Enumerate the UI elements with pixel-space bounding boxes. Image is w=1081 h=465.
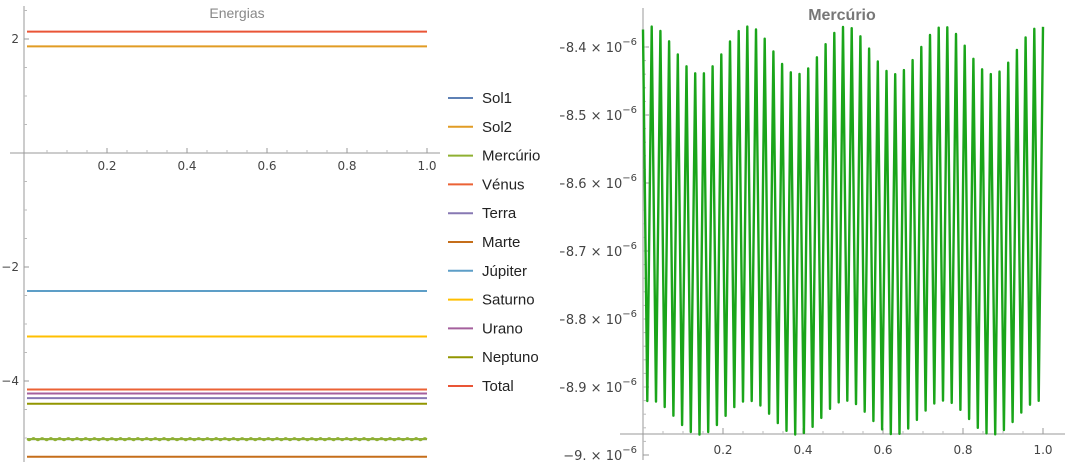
y-tick-label: −8.6 × 10−6 [560, 173, 637, 192]
x-tick-label: 0.2 [97, 159, 116, 173]
x-tick-label: 0.6 [873, 443, 892, 457]
legend-label: Mercúrio [482, 148, 540, 165]
legend-label: Total [482, 378, 514, 395]
y-tick-label: −8.7 × 10−6 [560, 241, 637, 260]
y-tick-label: 2 [11, 32, 19, 46]
legend-label: Neptuno [482, 349, 539, 366]
x-tick-label: 0.8 [953, 443, 972, 457]
legend-label: Sol2 [482, 119, 512, 136]
y-tick-label: −8.5 × 10−6 [560, 105, 637, 124]
x-tick-label: 0.4 [793, 443, 812, 457]
legend-label: Urano [482, 320, 523, 337]
legend-label: Marte [482, 234, 520, 251]
legend-label: Vénus [482, 176, 525, 193]
chart-title: Energias [209, 5, 264, 21]
x-tick-label: 1.0 [1033, 443, 1052, 457]
x-tick-label: 0.6 [257, 159, 276, 173]
y-tick-label: −8.8 × 10−6 [560, 309, 637, 328]
legend-label: Sol1 [482, 90, 512, 107]
y-tick-label: −9. × 10−6 [563, 445, 637, 464]
legend-label: Júpiter [482, 263, 527, 280]
x-tick-label: 0.4 [177, 159, 196, 173]
x-tick-label: 0.8 [337, 159, 356, 173]
mercurio-series-line [641, 25, 1045, 436]
y-tick-label: −2 [1, 260, 19, 274]
legend-label: Terra [482, 205, 517, 222]
y-tick-label: −8.9 × 10−6 [560, 377, 637, 396]
x-tick-label: 1.0 [417, 159, 436, 173]
y-tick-label: −4 [1, 374, 19, 388]
mercurio-chart: Mercúrio −8.4 × 10−6 −8.5 × 10−6 −8.6 × 10−… [560, 7, 1065, 464]
series-line-mercurio [26, 436, 428, 442]
legend-label: Saturno [482, 292, 535, 309]
x-tick-label: 0.2 [713, 443, 732, 457]
y-tick-label: −8.4 × 10−6 [560, 37, 637, 56]
energias-chart: Energias 0.2 0.4 0.6 0.8 1.0 2 −2 −4 Sol1 Sol2 Merc… [1, 5, 540, 462]
chart-title: Mercúrio [808, 7, 876, 24]
